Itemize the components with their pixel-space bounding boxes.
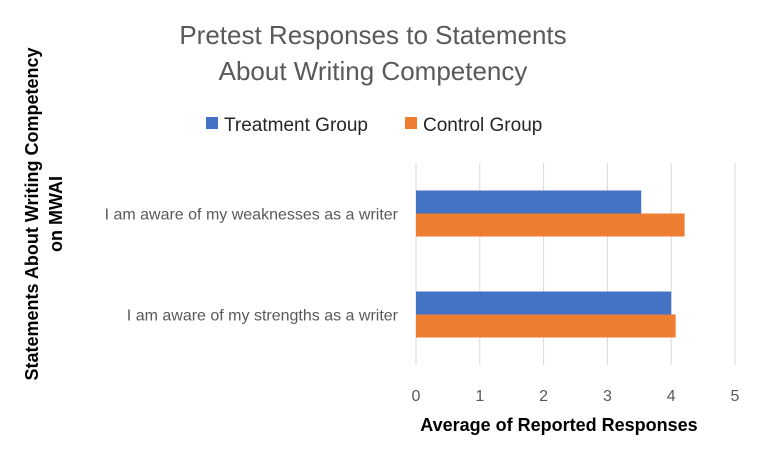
legend-swatch-treatment bbox=[206, 117, 218, 129]
y-axis-title: Statements About Writing Competency on M… bbox=[22, 47, 66, 380]
x-tick-label: 4 bbox=[667, 388, 676, 405]
chart-title-line-1: Pretest Responses to Statements bbox=[179, 20, 566, 50]
x-tick-label: 5 bbox=[731, 388, 740, 405]
bar-treatment-0 bbox=[416, 190, 642, 214]
category-label: I am aware of my strengths as a writer bbox=[127, 308, 399, 325]
category-label: I am aware of my weaknesses as a writer bbox=[105, 207, 399, 224]
legend-label-control: Control Group bbox=[423, 115, 542, 136]
x-tick-label: 2 bbox=[539, 388, 548, 405]
category-labels: I am aware of my weaknesses as a writer I… bbox=[105, 207, 399, 325]
x-axis-title: Average of Reported Responses bbox=[420, 415, 697, 435]
bar-treatment-1 bbox=[416, 291, 672, 315]
y-axis-title-line-2: on MWAI bbox=[46, 176, 66, 252]
x-tick-labels: 0 1 2 3 4 5 bbox=[412, 388, 740, 405]
legend-label-treatment: Treatment Group bbox=[224, 115, 368, 136]
y-axis-title-line-1: Statements About Writing Competency bbox=[22, 47, 42, 380]
x-tick-label: 0 bbox=[412, 388, 421, 405]
bar-control-1 bbox=[416, 314, 676, 338]
bar-control-0 bbox=[416, 213, 685, 237]
x-tick-label: 3 bbox=[603, 388, 612, 405]
chart-title-line-2: About Writing Competency bbox=[219, 56, 528, 86]
legend-swatch-control bbox=[405, 117, 417, 129]
legend: Treatment Group Control Group bbox=[206, 115, 542, 136]
bars bbox=[416, 190, 685, 338]
x-tick-label: 1 bbox=[475, 388, 484, 405]
